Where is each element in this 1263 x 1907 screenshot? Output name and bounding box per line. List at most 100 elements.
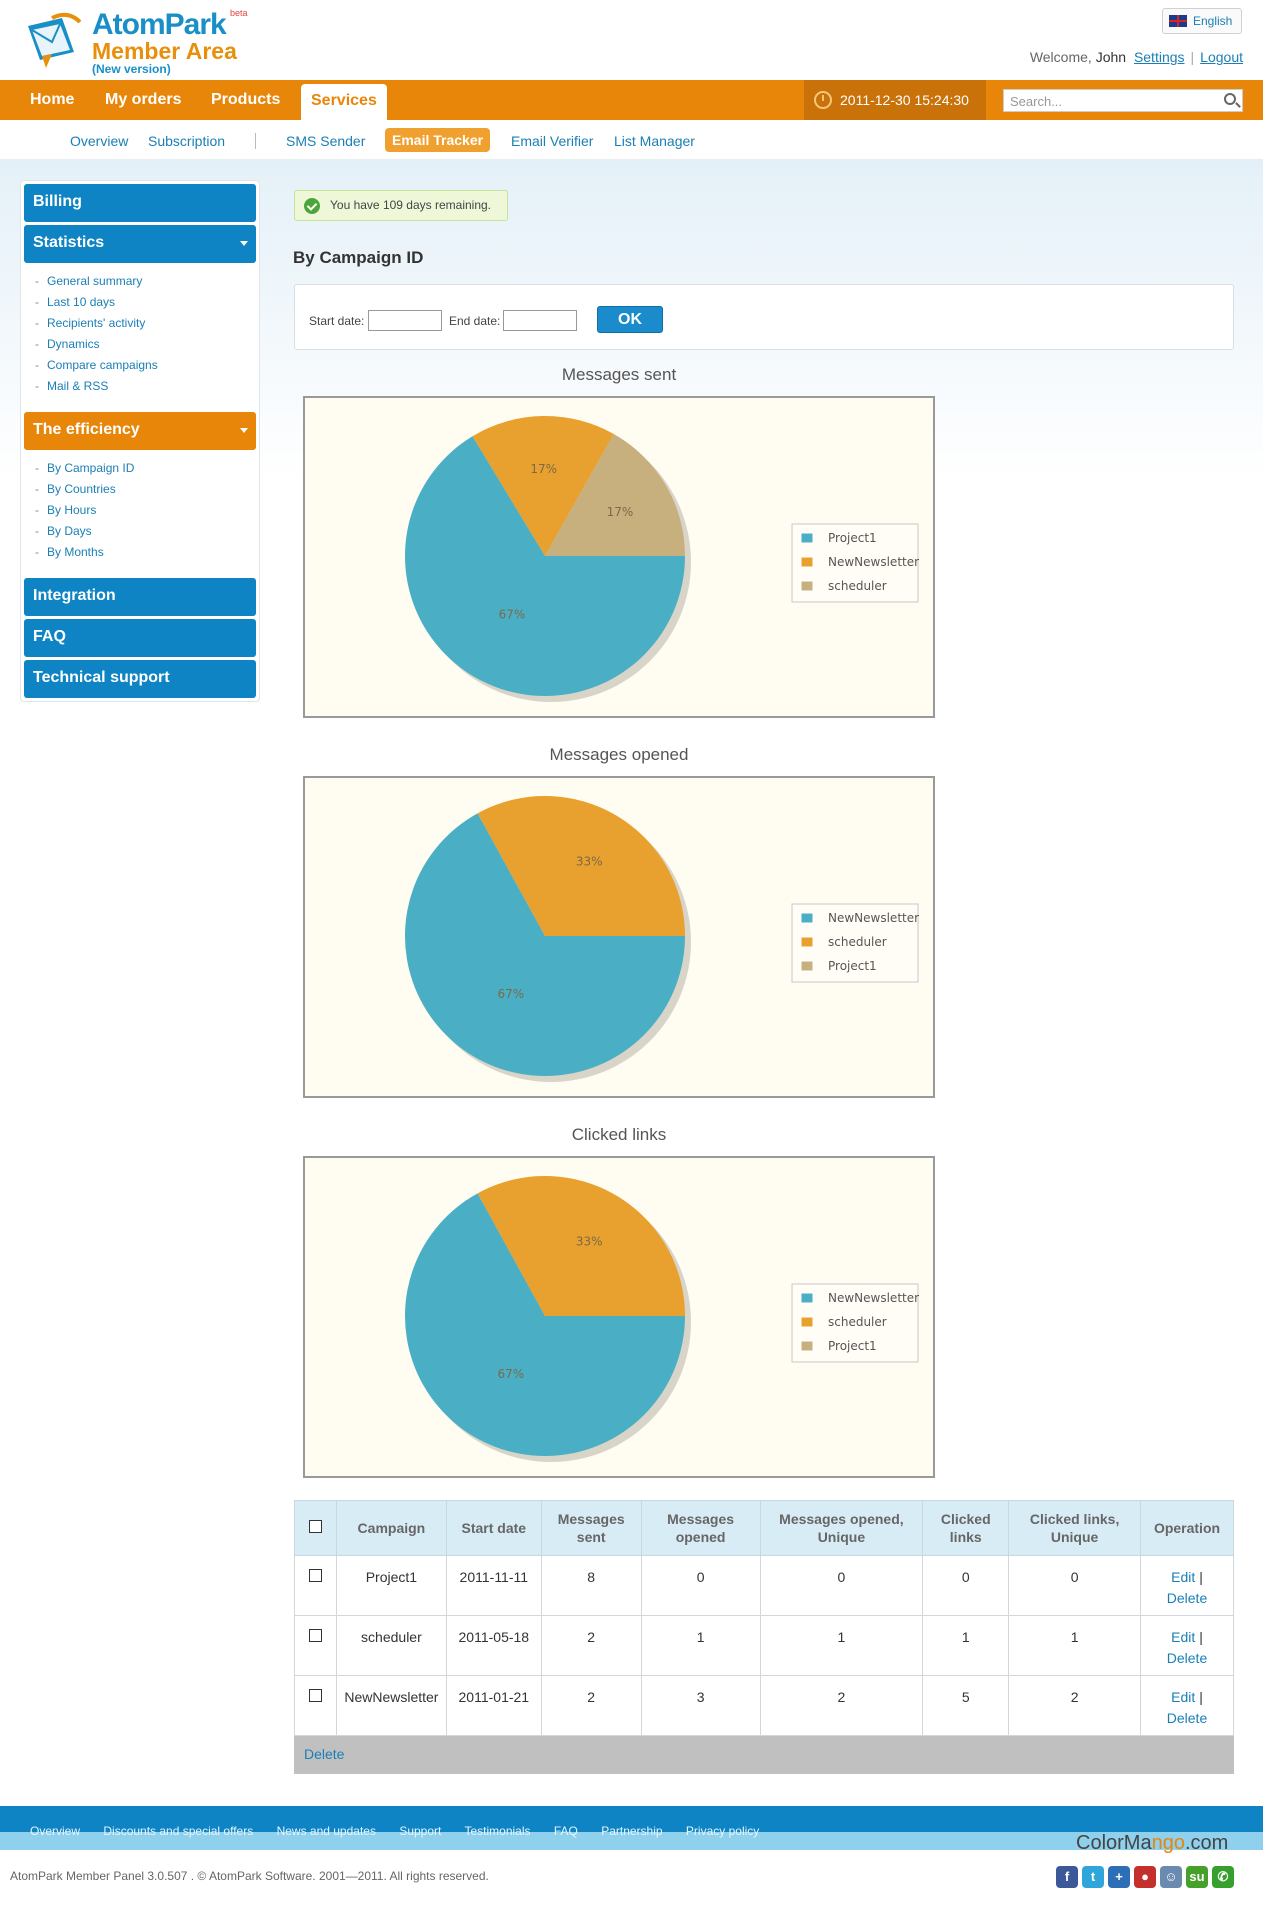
sidebar-faq[interactable]: FAQ <box>24 619 256 657</box>
header-line: links <box>949 1529 982 1545</box>
youtube-icon[interactable]: ● <box>1134 1866 1156 1888</box>
main-nav: Home My orders Products Services 2011-12… <box>0 80 1263 120</box>
sidebar-item-dynamics[interactable]: Dynamics <box>35 337 100 351</box>
nav-my-orders[interactable]: My orders <box>105 91 182 108</box>
footer-link-privacy[interactable]: Privacy policy <box>685 1824 760 1838</box>
logo-subtitle: Member Area <box>92 38 237 64</box>
sidebar-billing-label: Billing <box>33 193 82 210</box>
sidebar-item-by-countries[interactable]: By Countries <box>35 482 116 496</box>
select-all-checkbox[interactable] <box>308 1520 322 1533</box>
reddit-icon[interactable]: ☺ <box>1160 1866 1182 1888</box>
subnav-sms-sender[interactable]: SMS Sender <box>286 133 366 149</box>
chart-title-messages-opened: Messages opened <box>549 745 689 764</box>
campaign-table: Campaign Start date Messages sent Message… <box>294 1500 1234 1736</box>
stumbleupon-icon[interactable]: su <box>1186 1866 1208 1888</box>
logo-version: (New version) <box>92 62 171 76</box>
facebook-icon[interactable]: f <box>1056 1866 1078 1888</box>
row-checkbox[interactable] <box>308 1689 322 1702</box>
subnav-email-verifier[interactable]: Email Verifier <box>511 133 594 149</box>
sidebar-item-last-10-days[interactable]: Last 10 days <box>35 295 115 309</box>
sidebar-item-by-days[interactable]: By Days <box>35 524 92 538</box>
sidebar-item-general-summary[interactable]: General summary <box>35 274 142 288</box>
sidebar-integration-label: Integration <box>33 587 116 604</box>
sidebar-statistics[interactable]: Statistics <box>24 225 256 263</box>
datetime-box: 2011-12-30 15:24:30 <box>804 80 986 120</box>
days-remaining-notice: You have 109 days remaining. <box>294 190 508 221</box>
footer-link-support[interactable]: Support <box>399 1824 442 1838</box>
nav-home[interactable]: Home <box>30 91 75 108</box>
sidebar-billing[interactable]: Billing <box>24 184 256 222</box>
sidebar-integration[interactable]: Integration <box>24 578 256 616</box>
sidebar-efficiency[interactable]: The efficiency <box>24 412 256 450</box>
sidebar-item-recipients-activity[interactable]: Recipients' activity <box>35 316 145 330</box>
watermark-part: ColorMa <box>1076 1832 1152 1854</box>
sidebar-item-by-hours[interactable]: By Hours <box>35 503 96 517</box>
language-selector[interactable]: English <box>1162 8 1242 34</box>
footer-link-discounts[interactable]: Discounts and special offers <box>103 1824 254 1838</box>
pie-slice-label: 67% <box>499 608 526 622</box>
cell-messages-opened: 3 <box>640 1675 761 1736</box>
subnav-email-tracker[interactable]: Email Tracker <box>385 128 491 152</box>
column-header[interactable]: Campaign <box>335 1500 447 1556</box>
start-date-field[interactable] <box>368 310 442 331</box>
delicious-icon[interactable]: + <box>1108 1866 1130 1888</box>
pie-chart-svg: 67% 33% NewNewsletter scheduler Project1 <box>405 796 919 1082</box>
column-header[interactable]: Messages sent <box>540 1500 642 1556</box>
column-header[interactable]: Clicked links, Unique <box>1008 1500 1141 1556</box>
table-row: Project1 2011-11-11 8 0 0 0 0 Edit | Dele… <box>294 1555 1234 1616</box>
legend-label: Project1 <box>828 531 877 545</box>
cell-messages-sent: 8 <box>540 1555 642 1616</box>
sidebar-statistics-label: Statistics <box>33 234 105 251</box>
cell-start-date: 2011-11-11 <box>445 1555 542 1616</box>
cell-opened-unique: 2 <box>759 1675 924 1736</box>
subnav-subscription[interactable]: Subscription <box>148 133 226 149</box>
footer-link-overview[interactable]: Overview <box>30 1824 81 1838</box>
logout-link[interactable]: Logout <box>1200 49 1243 65</box>
table-footer: Delete <box>294 1736 1234 1774</box>
pie-slice-label: 67% <box>497 1367 524 1381</box>
twitter-icon[interactable]: t <box>1082 1866 1104 1888</box>
search-input[interactable]: Search... <box>1003 89 1243 112</box>
chat-icon[interactable]: ✆ <box>1212 1866 1234 1888</box>
edit-link[interactable]: Edit <box>1171 1629 1196 1645</box>
search-icon[interactable] <box>1224 93 1236 105</box>
edit-link[interactable]: Edit <box>1171 1689 1196 1705</box>
delete-link[interactable]: Delete <box>1166 1710 1208 1726</box>
row-checkbox[interactable] <box>308 1629 322 1642</box>
nav-services[interactable]: Services <box>301 84 387 120</box>
column-header[interactable]: Clicked links <box>922 1500 1010 1556</box>
end-date-field[interactable] <box>503 310 577 331</box>
bulk-delete-link[interactable]: Delete <box>304 1746 345 1762</box>
cell-opened-unique: 1 <box>759 1615 924 1676</box>
cell-start-date: 2011-05-18 <box>445 1615 542 1676</box>
nav-products[interactable]: Products <box>211 91 281 108</box>
legend-swatch <box>800 1340 814 1352</box>
footer-link-partnership[interactable]: Partnership <box>601 1824 663 1838</box>
legend-label: Project1 <box>828 959 877 973</box>
footer-link-testimonials[interactable]: Testimonials <box>464 1824 531 1838</box>
sidebar-item-by-campaign-id[interactable]: By Campaign ID <box>35 461 134 475</box>
column-header[interactable]: Start date <box>445 1500 542 1556</box>
subnav-list-manager[interactable]: List Manager <box>614 133 695 149</box>
pie-slice-scheduler <box>545 434 685 556</box>
logo[interactable]: AtomPark beta Member Area (New version) <box>22 8 262 76</box>
chart-title-messages-sent: Messages sent <box>561 365 677 384</box>
delete-link[interactable]: Delete <box>1166 1590 1208 1606</box>
ok-button[interactable]: OK <box>597 306 663 333</box>
footer-link-faq[interactable]: FAQ <box>553 1824 578 1838</box>
sidebar-item-by-months[interactable]: By Months <box>35 545 104 559</box>
footer-links: Overview Discounts and special offers Ne… <box>30 1824 779 1838</box>
row-checkbox[interactable] <box>308 1569 322 1582</box>
legend-swatch <box>800 1292 814 1304</box>
subnav-overview[interactable]: Overview <box>70 133 129 149</box>
footer-link-news[interactable]: News and updates <box>276 1824 376 1838</box>
cell-messages-sent: 2 <box>540 1675 642 1736</box>
sidebar-item-compare-campaigns[interactable]: Compare campaigns <box>35 358 158 372</box>
column-header[interactable]: Messages opened, Unique <box>759 1500 924 1556</box>
edit-link[interactable]: Edit <box>1171 1569 1196 1585</box>
delete-link[interactable]: Delete <box>1166 1650 1208 1666</box>
column-header[interactable]: Messages opened <box>640 1500 761 1556</box>
sidebar-item-mail-rss[interactable]: Mail & RSS <box>35 379 108 393</box>
sidebar-technical-support[interactable]: Technical support <box>24 660 256 698</box>
settings-link[interactable]: Settings <box>1133 49 1185 65</box>
